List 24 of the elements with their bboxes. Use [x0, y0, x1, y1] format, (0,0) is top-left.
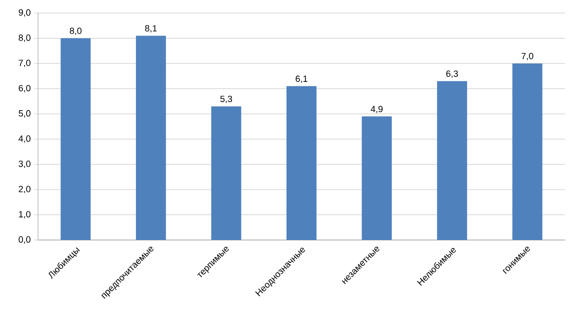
- data-label: 8,1: [145, 25, 157, 33]
- y-tick-label: 3,0: [18, 160, 30, 168]
- y-tick-label: 1,0: [19, 211, 30, 218]
- y-tick-label: 9,0: [18, 9, 30, 17]
- bar: [136, 36, 166, 240]
- y-tick-label: 0,0: [18, 236, 30, 244]
- data-label: 5,3: [220, 96, 232, 104]
- data-label: 4,9: [370, 106, 383, 114]
- data-label: 8,0: [70, 28, 82, 36]
- y-tick-label: 6,0: [18, 84, 30, 92]
- y-tick-label: 7,0: [18, 60, 30, 68]
- bar: [60, 38, 91, 240]
- y-tick-label: 8,0: [18, 34, 30, 42]
- data-label: 6,3: [446, 70, 458, 78]
- bar: [437, 81, 468, 240]
- y-tick-label: 2,0: [18, 186, 30, 194]
- data-label: 7,0: [522, 52, 534, 60]
- bar: [362, 116, 392, 240]
- bar: [286, 86, 317, 240]
- bar: [211, 106, 242, 240]
- y-tick-label: 4,0: [18, 135, 30, 143]
- y-tick-label: 5,0: [18, 110, 30, 118]
- bar: [512, 63, 542, 240]
- data-label: 6,1: [296, 76, 308, 83]
